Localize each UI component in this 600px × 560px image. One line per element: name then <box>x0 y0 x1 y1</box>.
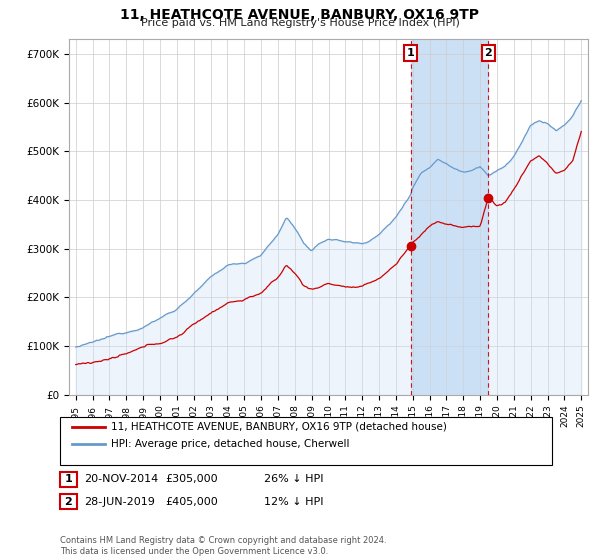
Text: Price paid vs. HM Land Registry's House Price Index (HPI): Price paid vs. HM Land Registry's House … <box>140 18 460 29</box>
Text: 2: 2 <box>65 497 72 507</box>
Text: 11, HEATHCOTE AVENUE, BANBURY, OX16 9TP (detached house): 11, HEATHCOTE AVENUE, BANBURY, OX16 9TP … <box>111 422 447 432</box>
Text: 20-NOV-2014: 20-NOV-2014 <box>84 474 158 484</box>
Text: 11, HEATHCOTE AVENUE, BANBURY, OX16 9TP: 11, HEATHCOTE AVENUE, BANBURY, OX16 9TP <box>121 8 479 22</box>
Text: 1: 1 <box>65 474 72 484</box>
Text: 28-JUN-2019: 28-JUN-2019 <box>84 497 155 507</box>
Text: £305,000: £305,000 <box>165 474 218 484</box>
Text: 1: 1 <box>407 48 415 58</box>
Text: 2: 2 <box>484 48 492 58</box>
Text: 26% ↓ HPI: 26% ↓ HPI <box>264 474 323 484</box>
Bar <box>411 39 488 395</box>
Text: 12% ↓ HPI: 12% ↓ HPI <box>264 497 323 507</box>
Text: HPI: Average price, detached house, Cherwell: HPI: Average price, detached house, Cher… <box>111 438 349 449</box>
Text: £405,000: £405,000 <box>165 497 218 507</box>
Text: Contains HM Land Registry data © Crown copyright and database right 2024.
This d: Contains HM Land Registry data © Crown c… <box>60 536 386 556</box>
